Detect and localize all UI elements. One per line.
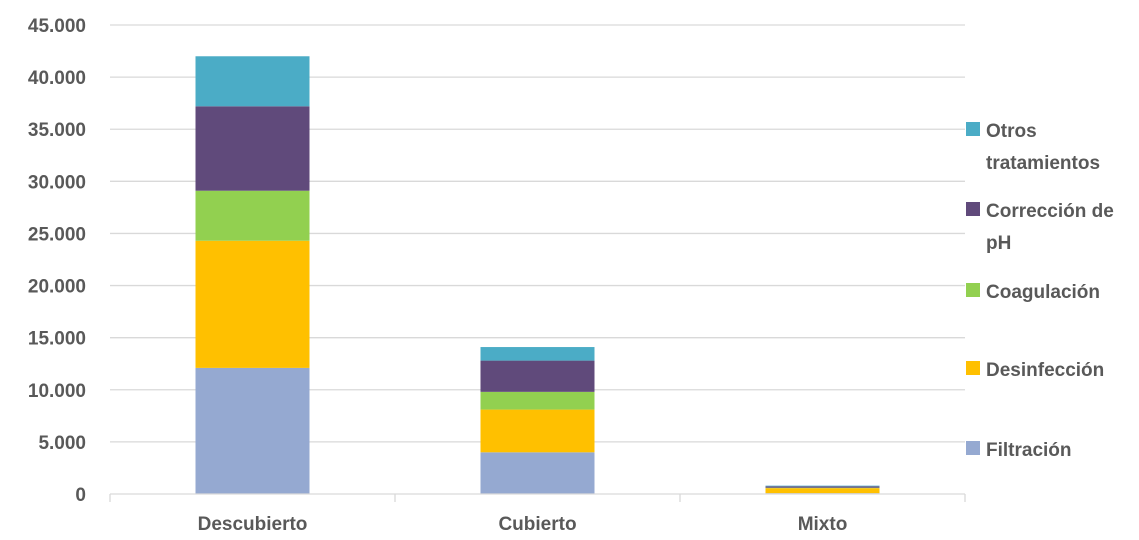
x-category-label: Mixto: [798, 514, 848, 535]
bar-segment: [195, 367, 310, 494]
x-category-label: Cubierto: [498, 514, 576, 535]
y-tick-label: 5.000: [38, 433, 86, 454]
legend-label-line: pH: [986, 233, 1011, 254]
legend-label-line: Coagulación: [986, 282, 1100, 303]
y-tick-label: 30.000: [28, 172, 86, 193]
bar-segment: [480, 409, 595, 453]
y-tick-label: 0: [75, 485, 86, 506]
y-tick-label: 40.000: [28, 68, 86, 89]
legend-item: Filtración: [966, 440, 1072, 461]
legend-item: Otros tratamientos: [966, 121, 1100, 174]
legend-swatch: [966, 283, 980, 297]
bar-segment: [765, 485, 880, 487]
bar-segment: [195, 56, 310, 107]
legend-swatch: [966, 361, 980, 375]
y-tick-label: 10.000: [28, 381, 86, 402]
legend-label: Otros tratamientos: [986, 121, 1100, 174]
legend-swatch: [966, 122, 980, 136]
bar-segment: [195, 190, 310, 241]
legend-label: Filtración: [986, 440, 1072, 461]
y-tick-label: 45.000: [28, 16, 86, 37]
y-tick-label: 20.000: [28, 277, 86, 298]
bar-segment: [765, 486, 880, 488]
bar-segment: [480, 452, 595, 494]
legend-label: Coagulación: [986, 282, 1100, 303]
legend-swatch: [966, 202, 980, 216]
bar-segment: [195, 106, 310, 191]
legend-label-line: Desinfección: [986, 360, 1104, 381]
legend-label: Corrección de pH: [986, 201, 1114, 254]
legend-swatch: [966, 441, 980, 455]
legend-item: Coagulación: [966, 282, 1100, 303]
bar-segment: [480, 360, 595, 392]
legend-item: Corrección de pH: [966, 201, 1114, 254]
bar-segment: [480, 391, 595, 410]
y-tick-label: 15.000: [28, 329, 86, 350]
legend-label-line: tratamientos: [986, 153, 1100, 174]
bar-segment: [195, 240, 310, 368]
legend-label: Desinfección: [986, 360, 1104, 381]
legend-label-line: Filtración: [986, 440, 1072, 461]
bar-segment: [480, 347, 595, 361]
legend-label-line: Otros: [986, 121, 1037, 142]
legend-label-line: Corrección de: [986, 201, 1114, 222]
bar-segment: [765, 488, 880, 494]
legend: Otros tratamientos Corrección de pH Coagulac…: [966, 121, 1114, 461]
legend-item: Desinfección: [966, 360, 1104, 381]
x-category-label: Descubierto: [198, 514, 308, 535]
y-tick-label: 35.000: [28, 120, 86, 141]
y-axis: 0 5.000 10.000 15.000 20.000 25.000 30.000 35.0…: [28, 16, 86, 506]
y-tick-label: 25.000: [28, 224, 86, 245]
x-axis: Descubierto Cubierto Mixto: [109, 493, 966, 535]
bars: [195, 56, 880, 494]
